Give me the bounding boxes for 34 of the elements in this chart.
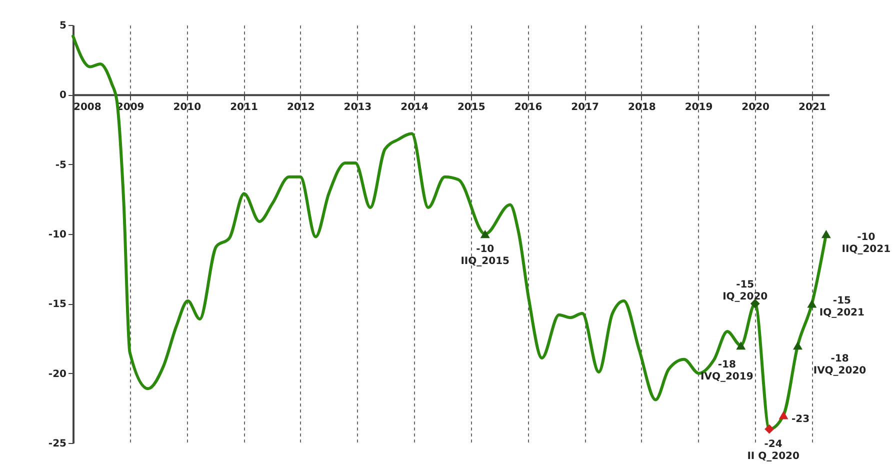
point <box>821 230 831 238</box>
point <box>480 230 490 238</box>
x-tick-label: 2010 <box>173 102 202 114</box>
x-tick-label: 2014 <box>400 102 429 114</box>
annotation: -10 IIQ_2015 <box>460 244 510 267</box>
x-tick-label: 2017 <box>571 102 600 114</box>
annotation: -15 IQ_2020 <box>722 280 768 303</box>
y-tick-label: -25 <box>48 438 67 450</box>
x-tick-label: 2018 <box>628 102 656 114</box>
x-tick-label: 2012 <box>286 102 315 114</box>
annotation: -15 IQ_2021 <box>819 296 865 319</box>
y-tick-label: 5 <box>60 20 67 32</box>
point <box>764 424 774 434</box>
annotation: -10 IIQ_2021 <box>842 232 891 255</box>
y-tick-label: -10 <box>48 230 67 240</box>
annotation: -24 II Q_2020 <box>747 439 800 462</box>
x-tick-label: 2020 <box>742 102 770 114</box>
annotation: -18 IVQ_2019 <box>700 359 754 382</box>
y-tick-label: -5 <box>55 160 67 171</box>
x-tick-label: 2016 <box>514 102 542 114</box>
x-tick-label: 2013 <box>344 102 372 114</box>
y-tick-label: 0 <box>60 90 67 102</box>
x-tick-label: 2015 <box>457 102 486 114</box>
x-tick-label: 2021 <box>798 102 826 114</box>
point <box>807 300 817 308</box>
x-tick-label: 2011 <box>230 102 258 114</box>
point <box>736 341 746 350</box>
y-tick-label: -15 <box>48 299 67 310</box>
y-tick-label: -20 <box>48 368 67 380</box>
x-tick-label: 2019 <box>684 102 713 114</box>
point <box>792 341 802 350</box>
annotation: -18 IVQ_2020 <box>813 353 866 376</box>
x-tick-label: 2008 <box>74 102 102 114</box>
annotation: -23 <box>792 414 810 426</box>
